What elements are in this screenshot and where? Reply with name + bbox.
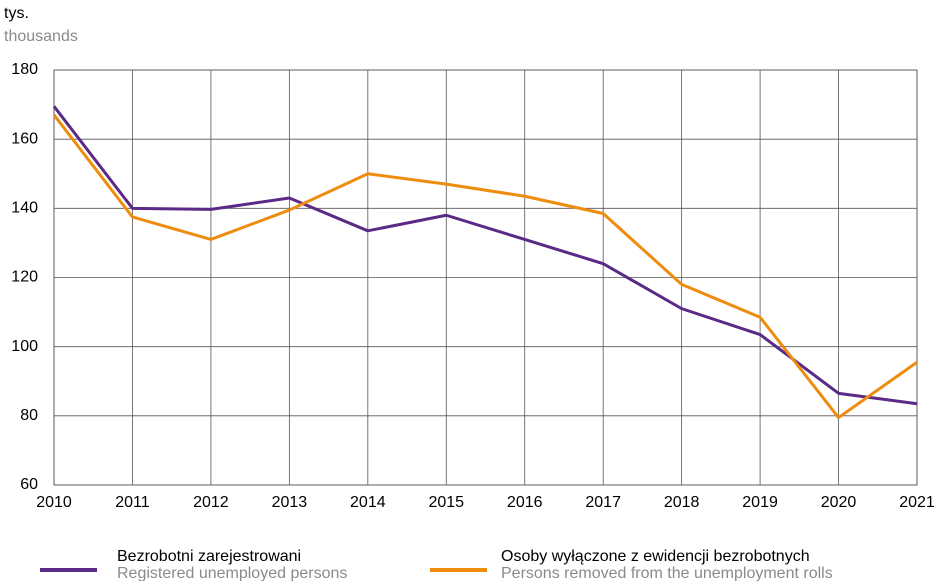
x-tick-label: 2018 <box>664 494 700 511</box>
y-tick-label: 80 <box>20 407 38 424</box>
x-tick-label: 2012 <box>193 494 229 511</box>
x-tick-label: 2020 <box>821 494 857 511</box>
x-tick-label: 2017 <box>585 494 621 511</box>
x-tick-label: 2019 <box>742 494 778 511</box>
legend-label-en: Registered unemployed persons <box>117 565 347 581</box>
plot-border <box>53 69 918 486</box>
legend-label-en: Persons removed from the unemployment ro… <box>501 565 833 581</box>
x-tick-label: 2015 <box>428 494 464 511</box>
y-tick-label: 120 <box>11 269 38 286</box>
y-tick-label: 180 <box>11 61 38 78</box>
x-tick-label: 2010 <box>36 494 72 511</box>
y-tick-label: 140 <box>11 200 38 217</box>
x-tick-label: 2021 <box>899 494 935 511</box>
x-tick-label: 2011 <box>115 494 150 511</box>
legend-label: Bezrobotni zarejestrowani <box>117 548 301 565</box>
x-tick-label: 2014 <box>350 494 386 511</box>
legend-label: Osoby wyłączone z ewidencji bezrobotnych <box>501 548 810 565</box>
line-series <box>52 114 918 420</box>
y-tick-label: 60 <box>20 476 38 493</box>
y-tick-label: 160 <box>11 130 38 147</box>
y-axis-label-en: thousands <box>4 28 78 45</box>
y-axis-label: tys. <box>4 5 29 22</box>
line-series <box>52 105 918 406</box>
y-tick-label: 100 <box>11 338 38 355</box>
x-tick-label: 2013 <box>272 494 308 511</box>
x-tick-label: 2016 <box>507 494 543 511</box>
